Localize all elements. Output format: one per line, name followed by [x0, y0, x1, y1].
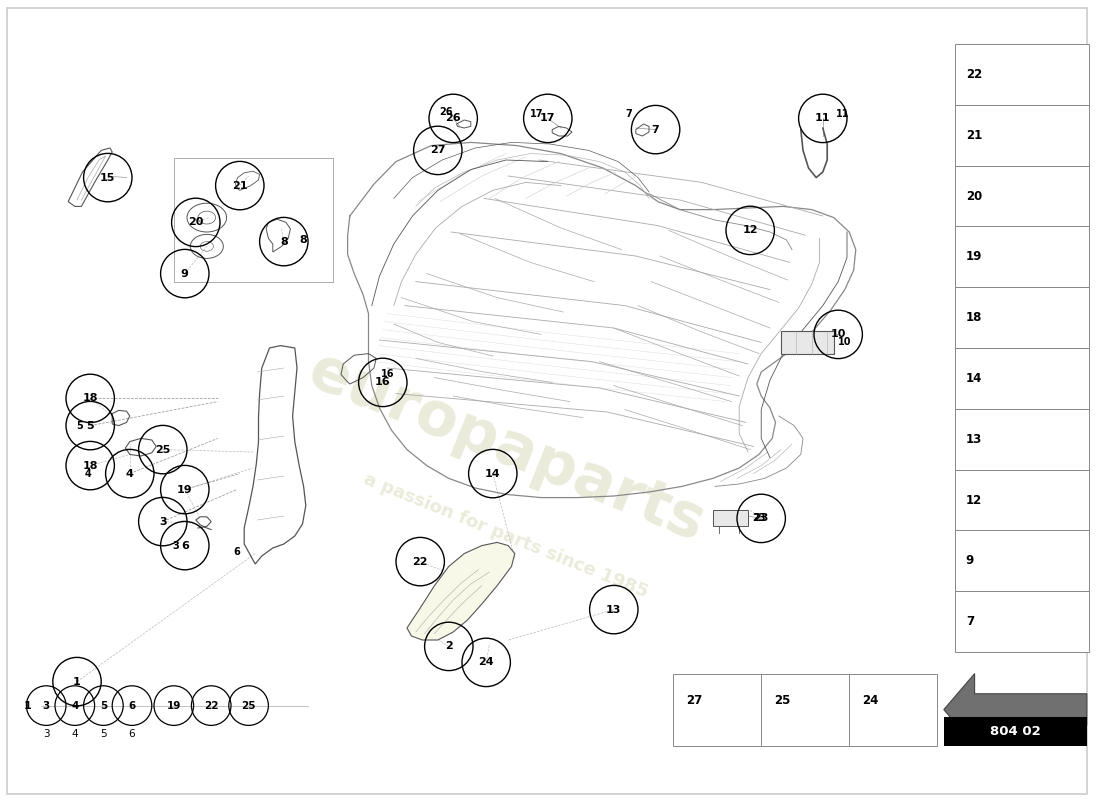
Text: 4: 4: [85, 469, 91, 478]
Text: 22: 22: [966, 68, 982, 81]
Bar: [955, 287, 1089, 348]
Text: 6: 6: [129, 730, 135, 739]
Text: 20: 20: [188, 218, 204, 227]
Text: 7: 7: [651, 125, 660, 134]
Bar: [955, 409, 1089, 470]
Text: 14: 14: [966, 372, 982, 385]
Text: 7: 7: [626, 109, 632, 118]
Text: 24: 24: [478, 658, 494, 667]
Text: europaparts: europaparts: [299, 342, 713, 554]
Bar: [673, 674, 937, 746]
Text: 16: 16: [381, 370, 394, 379]
Text: 25: 25: [241, 701, 256, 710]
Text: 10: 10: [838, 338, 851, 347]
Bar: [955, 166, 1089, 226]
Text: 1: 1: [23, 701, 32, 710]
Text: 19: 19: [166, 701, 182, 710]
Text: 3: 3: [43, 701, 50, 710]
Text: 6: 6: [180, 541, 189, 550]
Bar: [955, 530, 1089, 591]
Bar: [713, 510, 748, 526]
Text: 4: 4: [72, 701, 78, 710]
Bar: [955, 470, 1089, 530]
Text: 23: 23: [754, 514, 769, 523]
Text: 19: 19: [966, 250, 982, 263]
Text: 12: 12: [966, 494, 982, 506]
Text: 1: 1: [73, 677, 81, 686]
Text: 23: 23: [752, 514, 766, 523]
Text: 7: 7: [966, 615, 974, 628]
Text: a passion for parts since 1985: a passion for parts since 1985: [361, 470, 651, 602]
Bar: [955, 348, 1089, 409]
Text: 11: 11: [815, 114, 830, 123]
Bar: [781, 331, 834, 354]
Bar: [955, 105, 1089, 166]
Text: 8: 8: [279, 237, 288, 246]
Text: 19: 19: [177, 485, 192, 494]
Text: 2: 2: [444, 642, 453, 651]
Text: 16: 16: [375, 378, 390, 387]
Text: 26: 26: [439, 107, 452, 117]
Bar: [955, 226, 1089, 287]
Text: 13: 13: [966, 433, 982, 446]
Text: 5: 5: [100, 730, 107, 739]
Text: 10: 10: [830, 330, 846, 339]
Text: 3: 3: [160, 517, 166, 526]
Text: 11: 11: [836, 109, 849, 118]
Polygon shape: [407, 542, 515, 640]
Text: 804 02: 804 02: [990, 725, 1041, 738]
Text: 4: 4: [125, 469, 134, 478]
Text: 3: 3: [43, 730, 50, 739]
Text: 18: 18: [966, 311, 982, 324]
Text: 5: 5: [87, 421, 94, 430]
Text: 4: 4: [72, 730, 78, 739]
Bar: [955, 44, 1089, 105]
Text: 13: 13: [606, 605, 621, 614]
Text: 5: 5: [76, 421, 82, 430]
Text: 15: 15: [100, 173, 116, 182]
Bar: [944, 717, 1087, 746]
Text: 27: 27: [430, 146, 446, 155]
Text: 18: 18: [82, 461, 98, 470]
Polygon shape: [944, 674, 1087, 746]
Text: 17: 17: [540, 114, 556, 123]
Text: 14: 14: [485, 469, 501, 478]
Text: 8: 8: [299, 235, 307, 245]
Text: 3: 3: [173, 541, 179, 550]
Text: 17: 17: [530, 109, 543, 118]
Bar: [955, 591, 1089, 652]
Text: 22: 22: [204, 701, 219, 710]
Text: 21: 21: [966, 129, 982, 142]
Text: 18: 18: [82, 394, 98, 403]
Text: 24: 24: [862, 694, 879, 707]
Text: 27: 27: [686, 694, 703, 707]
Text: 25: 25: [155, 445, 170, 454]
Text: 9: 9: [180, 269, 189, 278]
Text: 9: 9: [966, 554, 975, 567]
Text: 6: 6: [233, 547, 240, 557]
Text: 25: 25: [774, 694, 791, 707]
Bar: [174, 158, 333, 282]
Text: 22: 22: [412, 557, 428, 566]
Text: 5: 5: [100, 701, 107, 710]
Text: 26: 26: [446, 114, 461, 123]
Text: 12: 12: [742, 226, 758, 235]
Text: 6: 6: [129, 701, 135, 710]
Text: 20: 20: [966, 190, 982, 202]
Text: 21: 21: [232, 181, 248, 190]
